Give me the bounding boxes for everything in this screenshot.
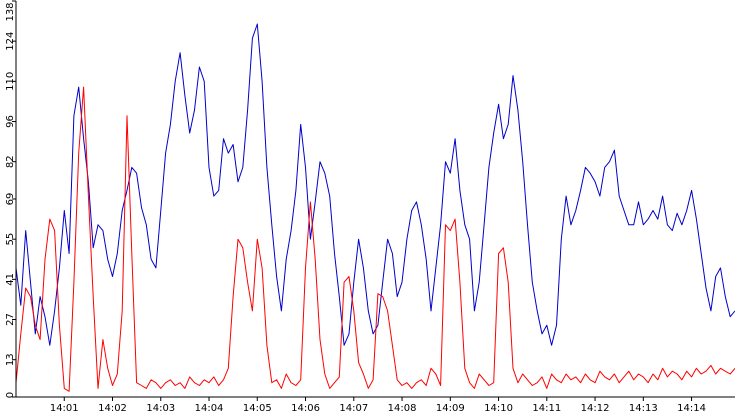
x-tick-label: 14:09 [436, 403, 465, 414]
y-tick-label: 138 [5, 2, 16, 21]
series-1-line [15, 23, 735, 346]
y-tick-label: 41 [5, 273, 16, 286]
x-tick-label: 14:01 [50, 403, 79, 414]
y-tick-label: 55 [5, 233, 16, 246]
x-tick-label: 14:10 [484, 403, 513, 414]
x-tick-label: 14:13 [629, 403, 658, 414]
series-2-line [15, 86, 735, 392]
x-tick-label: 14:11 [532, 403, 561, 414]
y-tick-label: 27 [5, 313, 16, 326]
y-axis-ticks: 0 13 27 41 55 69 82 96 110 124 138 [5, 0, 16, 398]
x-tick-label: 14:14 [677, 403, 706, 414]
x-tick-label: 14:03 [146, 403, 175, 414]
y-tick-label: 0 [5, 392, 16, 398]
y-tick-label: 124 [5, 32, 16, 51]
x-tick-label: 14:05 [243, 403, 272, 414]
series-layer [15, 23, 735, 392]
x-tick-label: 14:06 [291, 403, 320, 414]
x-tick-label: 14:07 [339, 403, 368, 414]
y-tick-label: 69 [5, 193, 16, 206]
series-1 [15, 23, 735, 346]
x-tick-label: 14:12 [581, 403, 610, 414]
x-axis-ticks: 14:01 14:02 14:03 14:04 14:05 14:06 14:07 14:08… [50, 397, 706, 414]
y-tick-label: 13 [5, 353, 16, 366]
x-tick-label: 14:02 [98, 403, 127, 414]
y-tick-label: 82 [5, 155, 16, 168]
y-tick-label: 96 [5, 115, 16, 128]
series-2 [15, 86, 735, 392]
x-tick-label: 14:08 [388, 403, 417, 414]
x-tick-label: 14:04 [195, 403, 224, 414]
y-tick-label: 110 [5, 72, 16, 91]
